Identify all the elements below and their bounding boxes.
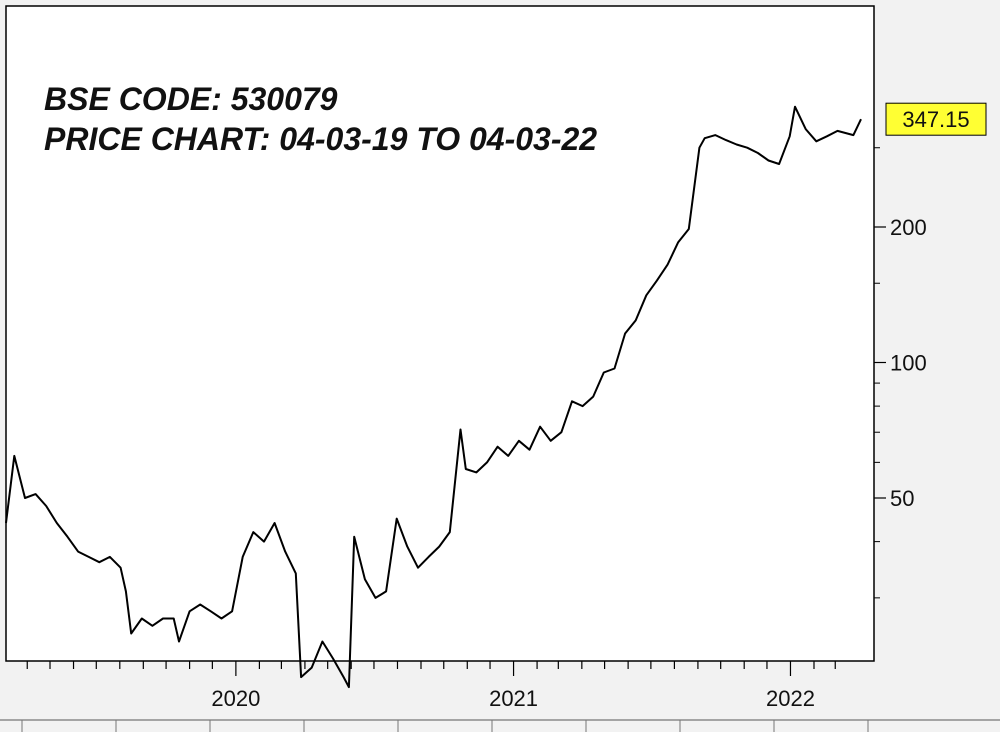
axis-band-bottom bbox=[0, 719, 1000, 732]
y-tick-label: 200 bbox=[890, 215, 927, 240]
y-axis: 50 100 200 bbox=[874, 147, 927, 599]
x-tick-label: 2020 bbox=[211, 686, 260, 711]
last-price-label: 347.15 bbox=[902, 107, 969, 132]
x-tick-label: 2021 bbox=[489, 686, 538, 711]
price-series-line bbox=[5, 105, 862, 689]
chart-title-line-1: BSE CODE: 530079 bbox=[44, 81, 338, 117]
y-tick-label: 50 bbox=[890, 486, 914, 511]
last-price-marker: 347.15 bbox=[885, 102, 987, 136]
chart-title-line-2: PRICE CHART: 04-03-19 TO 04-03-22 bbox=[44, 121, 597, 157]
plot-background bbox=[5, 5, 875, 662]
last-price-box bbox=[885, 102, 987, 136]
x-tick-label: 2022 bbox=[766, 686, 815, 711]
x-axis: 2020 2021 2022 bbox=[21, 661, 869, 732]
y-tick-label: 100 bbox=[890, 351, 927, 376]
